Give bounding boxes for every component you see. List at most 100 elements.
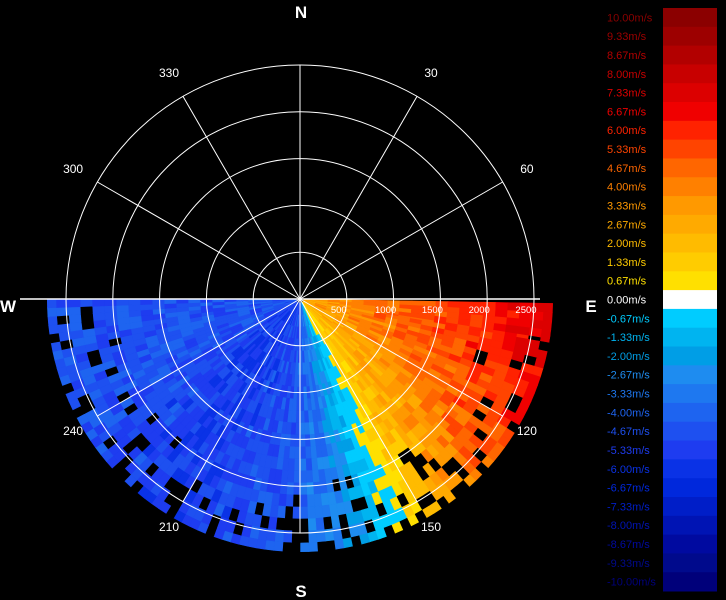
field-cell <box>310 457 319 471</box>
bearing-labels: 30 60 120 150 210 240 300 330 <box>63 66 537 534</box>
field-cell <box>542 311 553 322</box>
field-cell <box>47 307 57 317</box>
field-cell <box>163 303 177 309</box>
colorbar-label: 6.00m/s <box>607 125 647 137</box>
colorbar-swatch <box>663 572 717 592</box>
field-cell <box>304 446 312 460</box>
colorbar-swatch <box>663 440 717 460</box>
bearing-label: 210 <box>159 520 179 534</box>
colorbar-label: -5.33m/s <box>607 445 650 457</box>
field-cell <box>311 469 320 483</box>
colorbar-label: 2.67m/s <box>607 219 647 231</box>
colorbar-swatch <box>663 515 717 536</box>
colorbar-swatch <box>663 459 717 479</box>
field-cell <box>506 316 520 327</box>
field-cell <box>273 541 284 552</box>
field-cell <box>79 305 93 315</box>
field-cell <box>299 434 306 448</box>
field-cell <box>299 482 308 496</box>
field-cell <box>543 302 553 313</box>
field-cell <box>312 481 321 495</box>
field-cell <box>315 517 325 531</box>
field-cell <box>151 298 165 305</box>
colorbar-swatch <box>663 402 717 423</box>
colorbar-label: 0.00m/s <box>607 295 647 307</box>
bearing-spoke <box>182 298 301 502</box>
colorbar-swatch <box>663 384 717 404</box>
field-cell <box>139 298 153 305</box>
field-cell <box>351 299 365 303</box>
colorbar-label: 1.33m/s <box>607 257 647 269</box>
field-cell <box>68 321 83 332</box>
field-cell <box>91 305 105 314</box>
field-cell <box>294 446 301 460</box>
bearing-label: 120 <box>517 424 537 438</box>
field-cell <box>292 506 301 520</box>
colorbar-swatch <box>663 365 717 385</box>
bearing-spoke <box>97 298 301 417</box>
colorbar-label: 8.00m/s <box>607 69 647 81</box>
colorbar-label: -6.67m/s <box>607 483 650 495</box>
field-cell <box>325 540 336 551</box>
colorbar-label: 5.33m/s <box>607 144 647 156</box>
range-label: 1000 <box>375 305 396 316</box>
colorbar-swatch <box>663 534 717 554</box>
colorbar-swatch <box>663 290 717 310</box>
field-cell <box>103 305 117 313</box>
field-cell <box>540 328 552 339</box>
field-cell <box>299 542 310 553</box>
field-cell <box>139 303 153 311</box>
colorbar-label: -4.00m/s <box>607 407 650 419</box>
field-cell <box>494 308 509 318</box>
colorbar-label: 9.33m/s <box>607 31 647 43</box>
field-cell <box>115 298 129 306</box>
bearing-label: 300 <box>63 162 83 176</box>
colorbar-swatch <box>663 233 717 253</box>
field-cell <box>293 470 301 484</box>
field-cell <box>304 422 310 436</box>
colorbar-swatch <box>663 26 717 47</box>
range-label: 2500 <box>515 305 536 316</box>
field-cell <box>299 458 307 472</box>
colorbar-swatch <box>663 271 717 291</box>
colorbar-swatch <box>663 327 717 348</box>
range-labels: 500 1000 1500 2000 2500 <box>331 305 537 316</box>
bearing-spoke <box>299 96 418 300</box>
field-cell <box>495 302 509 311</box>
bearing-spoke <box>182 96 301 300</box>
colorbar-label: 6.67m/s <box>607 106 647 118</box>
colorbar-swatch <box>663 196 717 216</box>
field-cell <box>292 482 301 496</box>
field-cell <box>175 302 189 308</box>
field-cell <box>314 505 324 519</box>
colorbar-swatch <box>663 120 717 141</box>
field-cell <box>115 304 129 313</box>
field-cell <box>299 410 305 424</box>
field-cell <box>294 434 301 448</box>
field-cell <box>305 458 313 472</box>
compass-east-label: E <box>585 297 596 316</box>
field-cell <box>283 518 293 532</box>
field-cell <box>306 506 316 520</box>
colorbar-label: 4.00m/s <box>607 182 647 194</box>
colorbar-swatch <box>663 177 717 197</box>
colorbar-swatch <box>663 553 717 573</box>
field-cell <box>306 494 315 508</box>
colorbar-swatch <box>663 214 717 235</box>
colorbar-swatch <box>663 421 717 442</box>
field-cell <box>313 493 323 507</box>
colorbar-label: -8.67m/s <box>607 539 650 551</box>
field-cell <box>363 299 377 304</box>
field-cell <box>284 506 294 520</box>
field-cell <box>518 317 532 328</box>
bearing-spoke <box>97 181 301 300</box>
colorbar-swatch <box>663 8 717 28</box>
colorbar-swatch <box>663 496 717 517</box>
field-cell <box>48 324 59 335</box>
bearing-label: 30 <box>424 66 438 80</box>
field-cell <box>308 542 318 552</box>
colorbar-swatch <box>663 478 717 498</box>
field-cell <box>447 306 461 314</box>
field-cell <box>46 298 57 309</box>
